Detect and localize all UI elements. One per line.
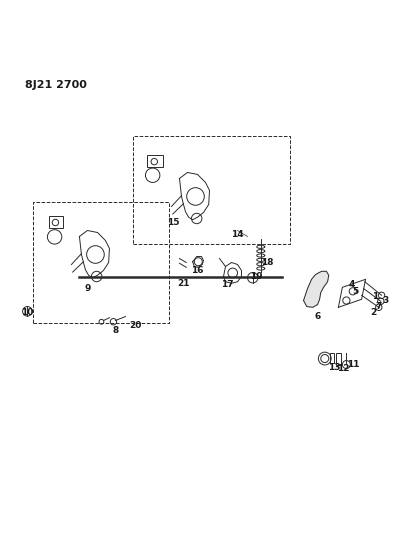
- Text: 17: 17: [221, 280, 234, 289]
- Text: 18: 18: [261, 258, 274, 267]
- Text: 10: 10: [21, 308, 33, 317]
- Text: 20: 20: [129, 321, 141, 330]
- Text: 14: 14: [231, 230, 244, 239]
- Text: 2: 2: [370, 308, 377, 317]
- Text: 8: 8: [112, 326, 118, 335]
- Polygon shape: [303, 271, 329, 308]
- Text: 1: 1: [372, 292, 379, 301]
- Text: 11: 11: [347, 360, 359, 369]
- Text: 19: 19: [250, 272, 263, 281]
- Text: 7: 7: [375, 302, 382, 311]
- Text: 8J21 2700: 8J21 2700: [25, 80, 87, 91]
- Text: 12: 12: [337, 364, 350, 373]
- Text: 13: 13: [328, 363, 341, 372]
- Text: 6: 6: [314, 312, 321, 321]
- Text: 21: 21: [177, 279, 190, 288]
- Text: 9: 9: [84, 284, 91, 293]
- Text: 5: 5: [353, 287, 359, 296]
- Text: 4: 4: [349, 280, 355, 289]
- Text: 16: 16: [191, 266, 204, 275]
- Text: 3: 3: [382, 296, 389, 305]
- Text: 15: 15: [167, 218, 180, 227]
